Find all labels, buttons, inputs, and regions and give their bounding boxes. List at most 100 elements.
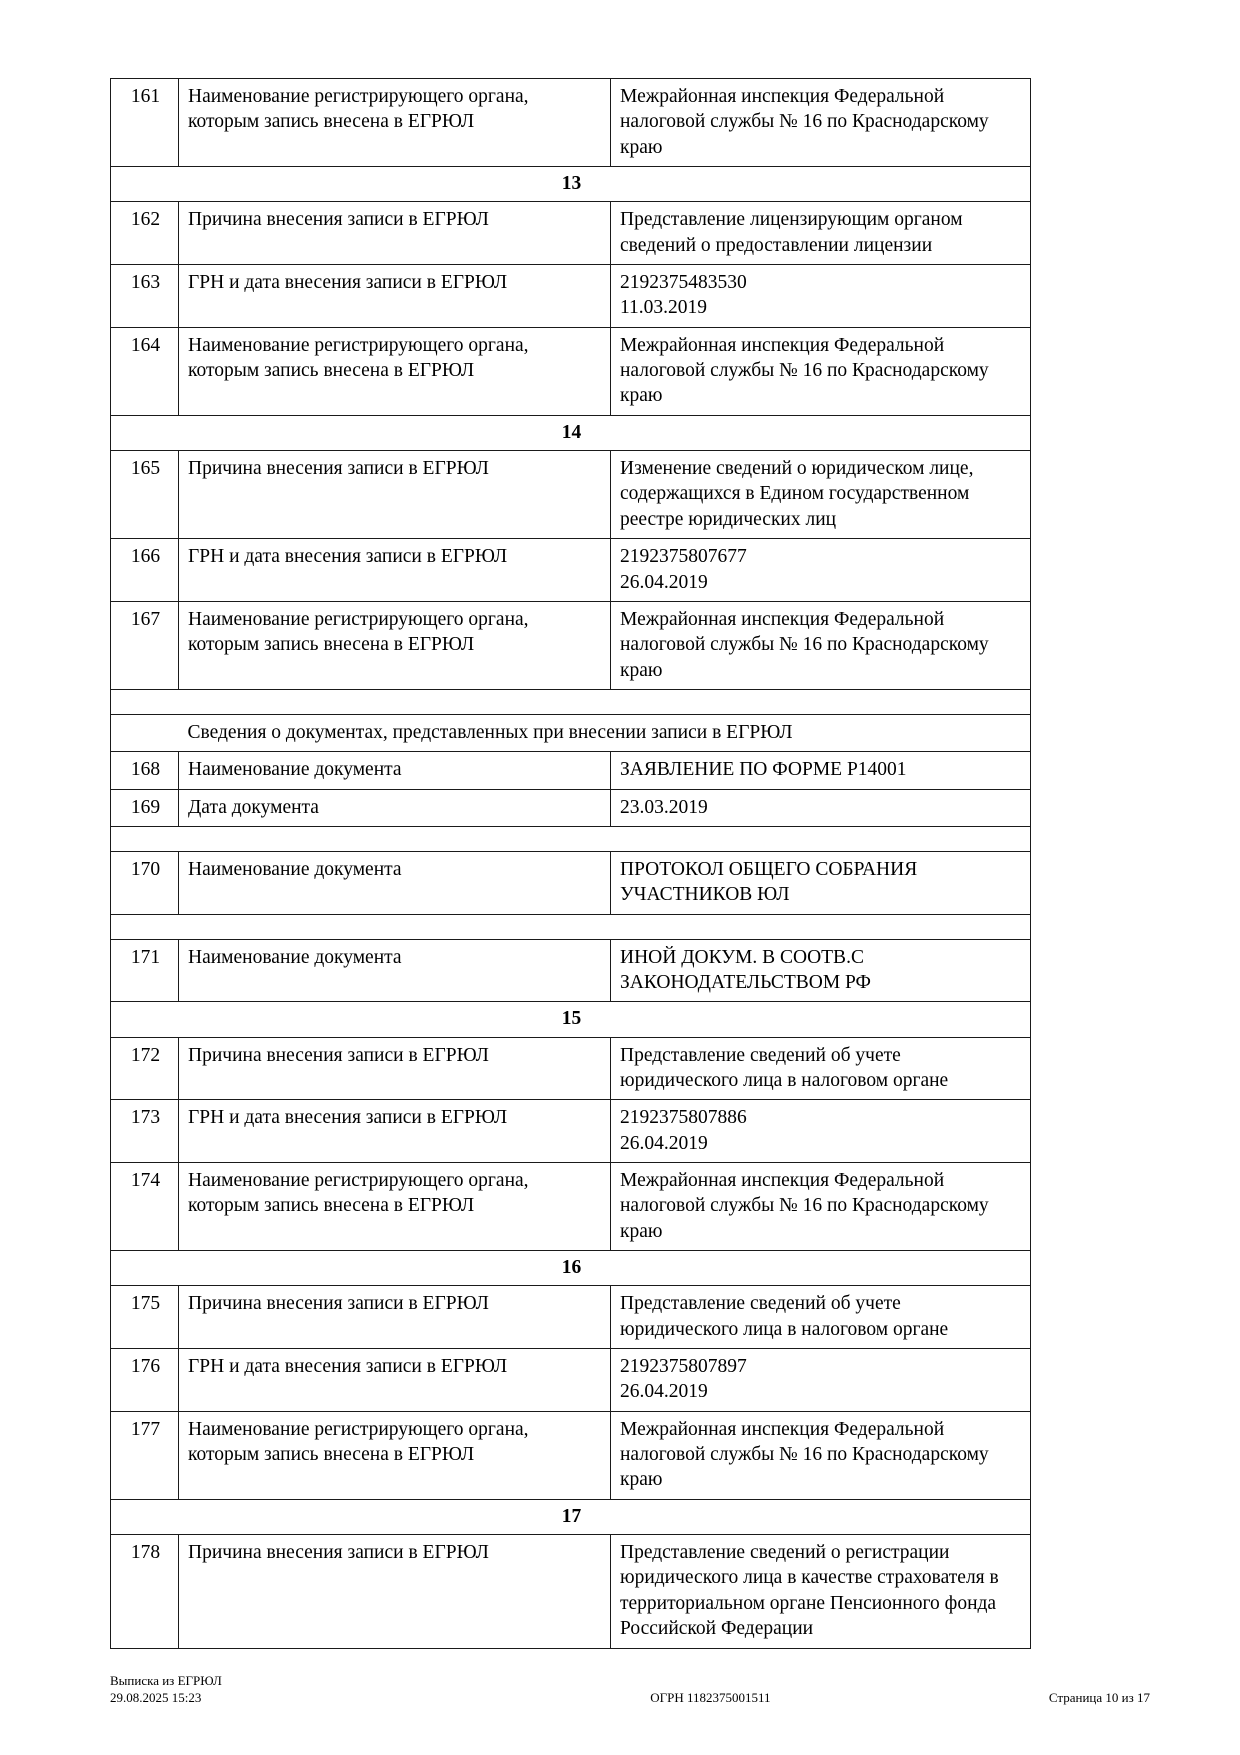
documents-heading-row: Сведения о документах, представленных пр… [110, 713, 1031, 753]
table-row: 165 Причина внесения записи в ЕГРЮЛ Измене… [110, 450, 1031, 540]
row-label-cell: Причина внесения записи в ЕГРЮЛ [178, 1036, 611, 1101]
table-row: 168 Наименование документа ЗАЯВЛЕНИЕ ПО ФО… [110, 751, 1031, 790]
egrul-table-body: 161 Наименование регистрирующего органа, … [110, 77, 1031, 1649]
table-row: 178 Причина внесения записи в ЕГРЮЛ Предст… [110, 1534, 1031, 1649]
row-value-cell: Представление сведений о регистрации юри… [610, 1534, 1031, 1649]
table-row: 172 Причина внесения записи в ЕГРЮЛ Предст… [110, 1036, 1031, 1101]
section-number: 15 [110, 1001, 1031, 1038]
footer-generated-datetime: 29.08.2025 15:23 [110, 1690, 202, 1706]
row-number-cell: 173 [110, 1099, 179, 1163]
row-value-cell: Представление сведений об учете юридичес… [610, 1036, 1031, 1101]
row-number-cell: 171 [110, 938, 179, 1003]
section-separator-row: 14 [110, 414, 1031, 452]
footer-ogrn: ОГРН 1182375001511 [650, 1690, 771, 1706]
row-number-cell: 162 [110, 201, 179, 266]
row-value-cell: Изменение сведений о юридическом лице, с… [610, 450, 1031, 540]
spacer-cell [110, 913, 1031, 940]
table-row: 162 Причина внесения записи в ЕГРЮЛ Предст… [110, 201, 1031, 266]
row-number-cell: 175 [110, 1285, 179, 1350]
section-number: 13 [110, 166, 1031, 203]
row-value-cell: Межрайонная инспекция Федеральной налого… [610, 600, 1031, 690]
spacer-cell [110, 825, 1031, 852]
row-number-cell: 169 [110, 788, 179, 827]
row-number-cell: 167 [110, 600, 179, 690]
row-label-cell: Наименование регистрирующего органа, кот… [178, 326, 611, 416]
row-number-cell: 172 [110, 1036, 179, 1101]
row-label-cell: Наименование документа [178, 850, 611, 915]
row-number-cell: 176 [110, 1348, 179, 1412]
row-value-cell: 2192375807886 26.04.2019 [610, 1099, 1031, 1163]
spacer-cell [110, 688, 1031, 715]
row-value-cell: ПРОТОКОЛ ОБЩЕГО СОБРАНИЯ УЧАСТНИКОВ ЮЛ [610, 850, 1031, 915]
table-row: 164 Наименование регистрирующего органа, … [110, 326, 1031, 416]
section-separator-row: 16 [110, 1250, 1031, 1287]
spacer-row [110, 825, 1031, 852]
row-number-cell: 174 [110, 1161, 179, 1252]
row-value-cell: 23.03.2019 [610, 788, 1031, 827]
section-separator-row: 13 [110, 166, 1031, 203]
page-footer: Выписка из ЕГРЮЛ 29.08.2025 15:23 ОГРН 1… [110, 1672, 1150, 1707]
section-number: 16 [110, 1250, 1031, 1287]
section-number: 17 [110, 1498, 1031, 1536]
row-number-cell: 168 [110, 751, 179, 790]
row-value-cell: 2192375807677 26.04.2019 [610, 538, 1031, 602]
section-number: 14 [110, 414, 1031, 452]
row-number-cell: 163 [110, 264, 179, 328]
row-value-cell: ЗАЯВЛЕНИЕ ПО ФОРМЕ Р14001 [610, 751, 1031, 790]
documents-heading-gutter [110, 713, 179, 753]
spacer-row [110, 913, 1031, 940]
row-number-cell: 170 [110, 850, 179, 915]
footer-page-number: Страница 10 из 17 [1048, 1690, 1150, 1706]
table-row: 176 ГРН и дата внесения записи в ЕГРЮЛ 219… [110, 1348, 1031, 1412]
row-label-cell: Причина внесения записи в ЕГРЮЛ [178, 1534, 611, 1649]
row-label-cell: Наименование регистрирующего органа, кот… [178, 77, 611, 168]
egrul-records-table: 161 Наименование регистрирующего органа, … [110, 77, 1031, 1649]
table-row: 175 Причина внесения записи в ЕГРЮЛ Предст… [110, 1285, 1031, 1350]
table-row: 177 Наименование регистрирующего органа, … [110, 1410, 1031, 1500]
footer-left-block: Выписка из ЕГРЮЛ 29.08.2025 15:23 [110, 1672, 222, 1707]
footer-document-title: Выписка из ЕГРЮЛ [110, 1672, 222, 1688]
row-number-cell: 164 [110, 326, 179, 416]
row-label-cell: Наименование документа [178, 751, 611, 790]
row-number-cell: 165 [110, 450, 179, 540]
row-number-cell: 178 [110, 1534, 179, 1649]
row-number-cell: 161 [110, 77, 179, 168]
row-label-cell: ГРН и дата внесения записи в ЕГРЮЛ [178, 1348, 611, 1412]
table-row: 167 Наименование регистрирующего органа, … [110, 600, 1031, 690]
row-value-cell: Представление сведений об учете юридичес… [610, 1285, 1031, 1350]
table-row: 173 ГРН и дата внесения записи в ЕГРЮЛ 219… [110, 1099, 1031, 1163]
row-label-cell: Причина внесения записи в ЕГРЮЛ [178, 450, 611, 540]
table-row: 166 ГРН и дата внесения записи в ЕГРЮЛ 219… [110, 538, 1031, 602]
row-value-cell: ИНОЙ ДОКУМ. В СООТВ.С ЗАКОНОДАТЕЛЬСТВОМ … [610, 938, 1031, 1003]
row-value-cell: 2192375483530 11.03.2019 [610, 264, 1031, 328]
table-row: 161 Наименование регистрирующего органа, … [110, 77, 1031, 168]
table-row: 169 Дата документа 23.03.2019 [110, 788, 1031, 827]
row-label-cell: Наименование регистрирующего органа, кот… [178, 1410, 611, 1500]
row-value-cell: Межрайонная инспекция Федеральной налого… [610, 1161, 1031, 1252]
spacer-row [110, 688, 1031, 715]
row-label-cell: Наименование документа [178, 938, 611, 1003]
section-separator-row: 15 [110, 1001, 1031, 1038]
table-row: 174 Наименование регистрирующего органа, … [110, 1161, 1031, 1252]
row-label-cell: ГРН и дата внесения записи в ЕГРЮЛ [178, 1099, 611, 1163]
row-label-cell: ГРН и дата внесения записи в ЕГРЮЛ [178, 538, 611, 602]
row-number-cell: 166 [110, 538, 179, 602]
table-row: 171 Наименование документа ИНОЙ ДОКУМ. В С… [110, 938, 1031, 1003]
row-label-cell: ГРН и дата внесения записи в ЕГРЮЛ [178, 264, 611, 328]
row-value-cell: 2192375807897 26.04.2019 [610, 1348, 1031, 1412]
row-value-cell: Представление лицензирующим органом свед… [610, 201, 1031, 266]
documents-heading-text: Сведения о документах, представленных пр… [178, 713, 1031, 753]
row-label-cell: Причина внесения записи в ЕГРЮЛ [178, 1285, 611, 1350]
row-value-cell: Межрайонная инспекция Федеральной налого… [610, 77, 1031, 168]
row-value-cell: Межрайонная инспекция Федеральной налого… [610, 1410, 1031, 1500]
row-label-cell: Наименование регистрирующего органа, кот… [178, 600, 611, 690]
row-label-cell: Наименование регистрирующего органа, кот… [178, 1161, 611, 1252]
row-label-cell: Дата документа [178, 788, 611, 827]
table-row: 170 Наименование документа ПРОТОКОЛ ОБЩЕГО… [110, 850, 1031, 915]
row-number-cell: 177 [110, 1410, 179, 1500]
table-row: 163 ГРН и дата внесения записи в ЕГРЮЛ 219… [110, 264, 1031, 328]
row-label-cell: Причина внесения записи в ЕГРЮЛ [178, 201, 611, 266]
row-value-cell: Межрайонная инспекция Федеральной налого… [610, 326, 1031, 416]
section-separator-row: 17 [110, 1498, 1031, 1536]
